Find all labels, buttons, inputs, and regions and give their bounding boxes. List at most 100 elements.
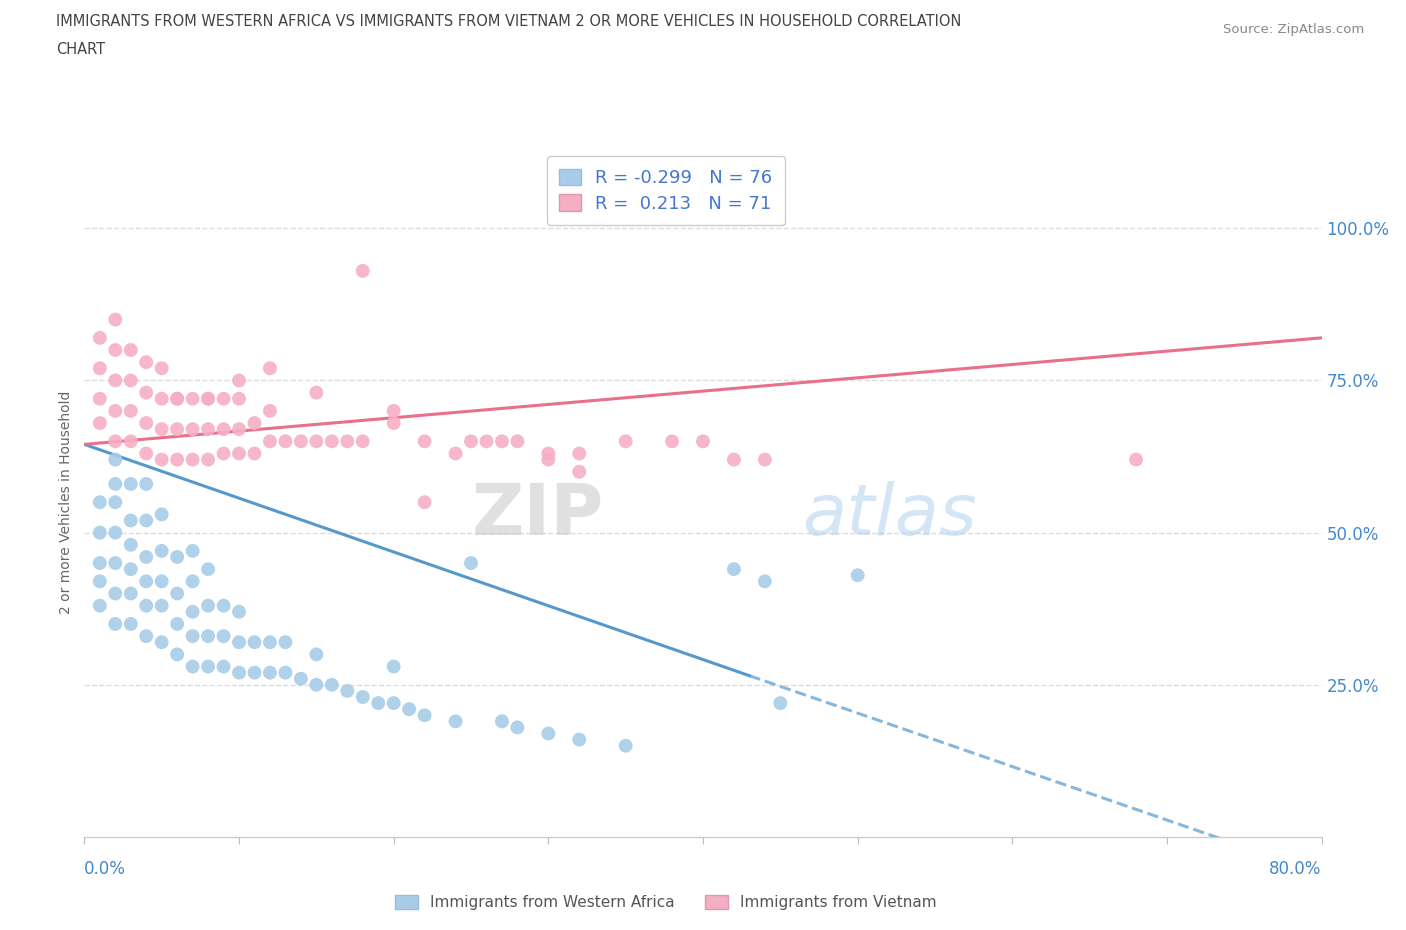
Point: [568, 446, 591, 461]
Point: [290, 434, 312, 449]
Y-axis label: 2 or more Vehicles in Household: 2 or more Vehicles in Household: [59, 391, 73, 614]
Point: [135, 354, 157, 369]
Point: [754, 574, 776, 589]
Point: [568, 732, 591, 747]
Point: [382, 659, 405, 674]
Point: [120, 404, 142, 418]
Point: [212, 598, 235, 613]
Point: [181, 629, 204, 644]
Point: [181, 659, 204, 674]
Point: [398, 702, 420, 717]
Point: [228, 373, 250, 388]
Point: [89, 416, 111, 431]
Point: [197, 659, 219, 674]
Point: [150, 507, 173, 522]
Point: [150, 392, 173, 406]
Point: [491, 434, 513, 449]
Point: [120, 373, 142, 388]
Point: [491, 714, 513, 729]
Point: [444, 714, 467, 729]
Text: ZIP: ZIP: [472, 481, 605, 550]
Point: [413, 708, 436, 723]
Point: [382, 404, 405, 418]
Point: [444, 446, 467, 461]
Point: [290, 671, 312, 686]
Point: [104, 373, 127, 388]
Point: [150, 574, 173, 589]
Point: [181, 604, 204, 619]
Point: [1125, 452, 1147, 467]
Point: [135, 385, 157, 400]
Point: [352, 689, 374, 704]
Point: [259, 635, 281, 650]
Point: [212, 629, 235, 644]
Text: 80.0%: 80.0%: [1270, 860, 1322, 878]
Point: [259, 361, 281, 376]
Point: [243, 446, 266, 461]
Text: 0.0%: 0.0%: [84, 860, 127, 878]
Point: [212, 392, 235, 406]
Point: [135, 416, 157, 431]
Point: [150, 452, 173, 467]
Point: [228, 604, 250, 619]
Point: [150, 635, 173, 650]
Point: [537, 452, 560, 467]
Point: [413, 495, 436, 510]
Point: [352, 434, 374, 449]
Point: [321, 434, 343, 449]
Legend: Immigrants from Western Africa, Immigrants from Vietnam: Immigrants from Western Africa, Immigran…: [388, 889, 943, 916]
Point: [104, 495, 127, 510]
Point: [104, 476, 127, 491]
Point: [104, 404, 127, 418]
Point: [135, 513, 157, 528]
Point: [135, 629, 157, 644]
Point: [212, 446, 235, 461]
Point: [150, 421, 173, 436]
Point: [89, 361, 111, 376]
Point: [243, 416, 266, 431]
Point: [723, 452, 745, 467]
Point: [197, 629, 219, 644]
Text: IMMIGRANTS FROM WESTERN AFRICA VS IMMIGRANTS FROM VIETNAM 2 OR MORE VEHICLES IN : IMMIGRANTS FROM WESTERN AFRICA VS IMMIGR…: [56, 14, 962, 29]
Point: [89, 574, 111, 589]
Point: [413, 434, 436, 449]
Point: [181, 452, 204, 467]
Point: [367, 696, 389, 711]
Point: [537, 726, 560, 741]
Point: [336, 684, 359, 698]
Point: [537, 446, 560, 461]
Point: [104, 434, 127, 449]
Point: [243, 665, 266, 680]
Point: [382, 696, 405, 711]
Point: [166, 586, 188, 601]
Point: [754, 452, 776, 467]
Point: [104, 312, 127, 327]
Point: [614, 738, 637, 753]
Point: [506, 720, 529, 735]
Point: [228, 421, 250, 436]
Point: [89, 330, 111, 345]
Point: [692, 434, 714, 449]
Point: [104, 525, 127, 540]
Text: atlas: atlas: [801, 481, 977, 550]
Point: [120, 513, 142, 528]
Point: [120, 342, 142, 357]
Point: [104, 617, 127, 631]
Point: [197, 598, 219, 613]
Point: [274, 434, 297, 449]
Point: [305, 434, 328, 449]
Point: [506, 434, 529, 449]
Point: [150, 598, 173, 613]
Point: [135, 476, 157, 491]
Point: [89, 598, 111, 613]
Point: [135, 574, 157, 589]
Point: [89, 495, 111, 510]
Point: [120, 476, 142, 491]
Point: [197, 392, 219, 406]
Point: [259, 404, 281, 418]
Point: [166, 647, 188, 662]
Point: [166, 392, 188, 406]
Point: [228, 665, 250, 680]
Point: [197, 452, 219, 467]
Point: [614, 434, 637, 449]
